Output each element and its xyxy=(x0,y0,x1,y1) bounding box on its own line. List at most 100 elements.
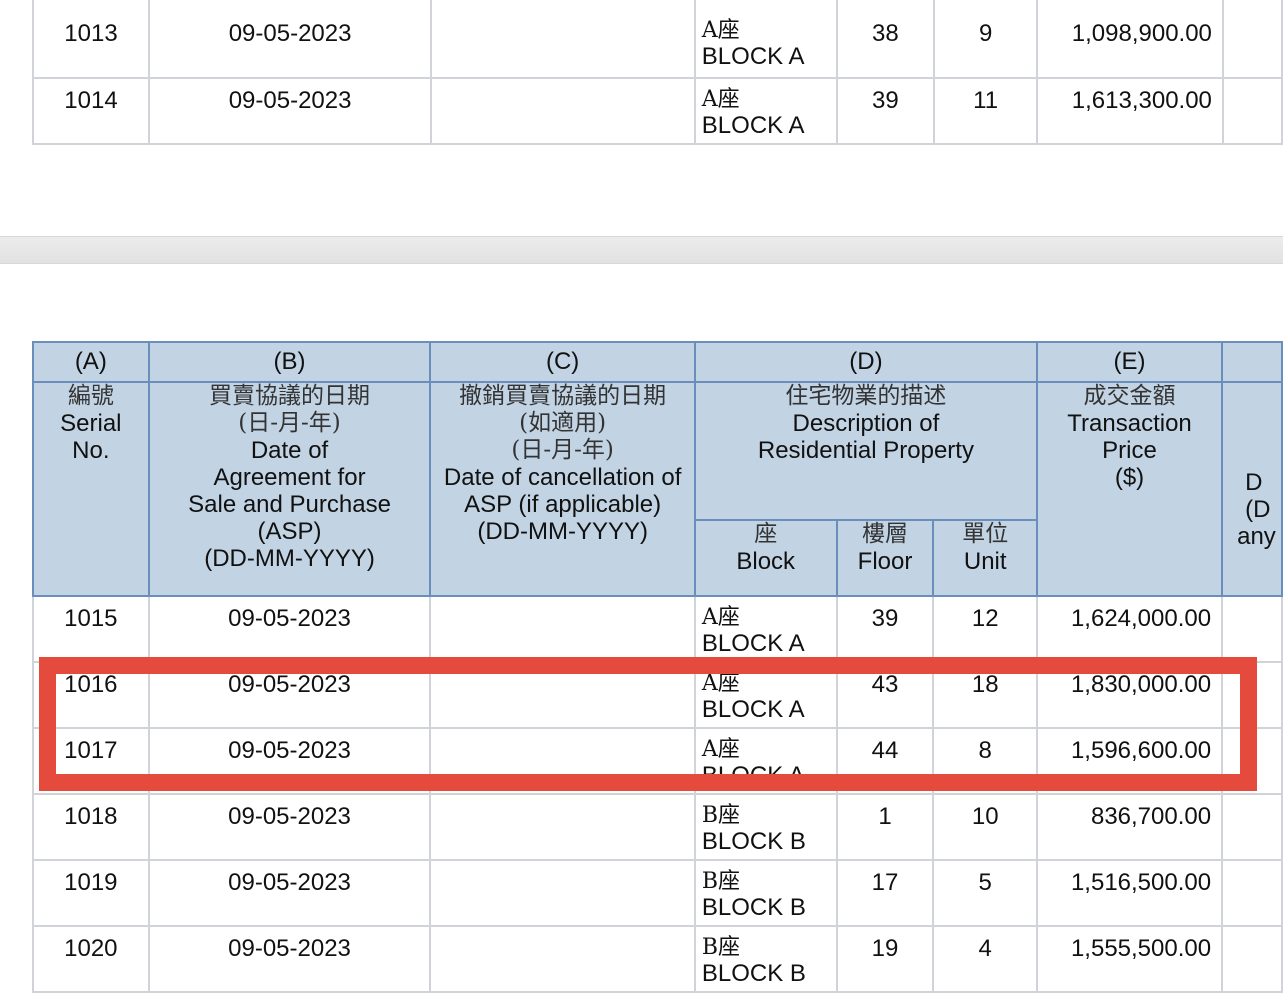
block-cn: A座 xyxy=(701,87,740,112)
col-letter-b: (B) xyxy=(147,341,432,383)
unit-cell: 11 xyxy=(973,87,999,114)
block-en: BLOCK B xyxy=(701,960,806,987)
partial-cell xyxy=(1223,663,1281,671)
floor-cell: 44 xyxy=(871,737,899,764)
header-letter-row: (A) (B) (C) (D) (E) xyxy=(32,341,1283,383)
block-cn: B座 xyxy=(701,935,741,960)
floor-cell: 43 xyxy=(871,671,899,698)
date-cell: 09-05-2023 xyxy=(228,737,351,764)
page-divider xyxy=(0,236,1283,264)
col-letter-d: (D) xyxy=(693,341,1038,383)
col-letter-c: (C) xyxy=(429,341,696,383)
price-cell: 1,596,600.00 xyxy=(1070,737,1212,764)
partial-cell xyxy=(1223,795,1281,803)
serial-cell: 1015 xyxy=(64,605,118,632)
partial-cell xyxy=(1223,729,1281,737)
table-row: 1017 09-05-2023 A座 BLOCK A 44 8 1,596,600… xyxy=(32,727,1283,795)
floor-cell: 38 xyxy=(871,20,899,47)
unit-cell: 8 xyxy=(978,737,992,764)
date-cell: 09-05-2023 xyxy=(228,935,351,962)
cancel-date-cell xyxy=(431,597,693,605)
block-cell: A座 BLOCK A xyxy=(696,0,836,70)
serial-cell: 1018 xyxy=(64,803,118,830)
partial-cell xyxy=(1223,861,1281,869)
block-cn: A座 xyxy=(701,737,740,762)
floor-cell: 19 xyxy=(871,935,899,962)
unit-cell: 12 xyxy=(971,605,999,632)
floor-cell: 39 xyxy=(871,87,899,114)
unit-cell: 4 xyxy=(978,935,992,962)
cancel-date-cell xyxy=(431,663,693,671)
price-cell: 1,613,300.00 xyxy=(1071,87,1212,114)
unit-cell: 10 xyxy=(971,803,999,830)
header-floor: 樓層 Floor xyxy=(835,519,935,597)
block-en: BLOCK A xyxy=(701,630,805,657)
table-row: 1019 09-05-2023 B座 BLOCK B 17 5 1,516,500… xyxy=(32,859,1283,927)
header-description: 住宅物業的描述 Description of Residential Prope… xyxy=(693,381,1038,521)
cancel-date-cell xyxy=(431,795,693,803)
cancel-date-cell xyxy=(432,0,694,20)
table-row: 1014 09-05-2023 A座 BLOCK A 39 11 1,613,30… xyxy=(32,78,1283,145)
date-cell: 09-05-2023 xyxy=(228,605,351,632)
block-en: BLOCK A xyxy=(701,43,805,70)
date-cell: 09-05-2023 xyxy=(228,20,352,47)
serial-cell: 1019 xyxy=(64,869,118,896)
table-row: 1015 09-05-2023 A座 BLOCK A 39 12 1,624,00… xyxy=(32,595,1283,663)
block-en: BLOCK A xyxy=(701,762,805,789)
unit-cell: 18 xyxy=(971,671,999,698)
block-en: BLOCK B xyxy=(701,828,806,855)
block-cell: B座 BLOCK B xyxy=(696,795,836,855)
floor-cell: 39 xyxy=(871,605,899,632)
block-cell: A座 BLOCK A xyxy=(696,597,836,657)
serial-cell: 1017 xyxy=(64,737,118,764)
block-cn: A座 xyxy=(701,671,740,696)
block-cell: A座 BLOCK A xyxy=(696,79,836,139)
header-partial: D (D any xyxy=(1221,381,1283,597)
table-row: 1016 09-05-2023 A座 BLOCK A 43 18 1,830,00… xyxy=(32,661,1283,729)
header-block: 座 Block xyxy=(693,519,838,597)
header-asp-date: 買賣協議的日期 (日-月-年) Date of Agreement for Sa… xyxy=(147,381,432,597)
floor-cell: 1 xyxy=(878,803,892,830)
price-cell: 1,098,900.00 xyxy=(1071,20,1212,47)
block-en: BLOCK A xyxy=(701,112,805,139)
header-unit: 單位 Unit xyxy=(932,519,1038,597)
block-cn: A座 xyxy=(701,605,740,630)
block-cell: B座 BLOCK B xyxy=(696,927,836,987)
date-cell: 09-05-2023 xyxy=(228,803,351,830)
price-cell: 1,830,000.00 xyxy=(1070,671,1212,698)
serial-cell: 1020 xyxy=(64,935,118,962)
table-row: 1013 09-05-2023 A座 BLOCK A 38 9 1,098,900… xyxy=(32,0,1283,79)
block-cell: A座 BLOCK A xyxy=(696,663,836,723)
cancel-date-cell xyxy=(431,927,693,935)
serial-cell: 1016 xyxy=(64,671,118,698)
price-cell: 1,624,000.00 xyxy=(1070,605,1212,632)
block-cn: B座 xyxy=(701,869,741,894)
unit-cell: 5 xyxy=(978,869,992,896)
cancel-date-cell xyxy=(431,729,693,737)
block-cell: B座 BLOCK B xyxy=(696,861,836,921)
price-cell: 1,516,500.00 xyxy=(1070,869,1212,896)
header-cancel-date: 撤銷買賣協議的日期 (如適用) (日-月-年) Date of cancella… xyxy=(429,381,696,597)
block-cn: A座 xyxy=(701,18,740,43)
partial-cell xyxy=(1224,79,1281,87)
cancel-date-cell xyxy=(431,861,693,869)
price-cell: 1,555,500.00 xyxy=(1070,935,1212,962)
date-cell: 09-05-2023 xyxy=(228,671,351,698)
block-cn: B座 xyxy=(701,803,741,828)
col-letter-e: (E) xyxy=(1035,341,1224,383)
col-letter-partial xyxy=(1221,341,1283,383)
header-text-row: 編號 Serial No. 買賣協議的日期 (日-月-年) Date of Ag… xyxy=(32,381,1283,597)
transaction-table: (A) (B) (C) (D) (E) 編號 Serial No. 買賣協議的日… xyxy=(32,341,1283,993)
floor-cell: 17 xyxy=(871,869,899,896)
block-en: BLOCK B xyxy=(701,894,806,921)
header-price: 成交金額 Transaction Price ($) xyxy=(1035,381,1224,597)
unit-cell: 9 xyxy=(978,20,993,47)
serial-cell: 1013 xyxy=(64,20,118,47)
header-serial: 編號 Serial No. xyxy=(32,381,150,597)
block-en: BLOCK A xyxy=(701,696,805,723)
table-row: 1020 09-05-2023 B座 BLOCK B 19 4 1,555,500… xyxy=(32,925,1283,993)
date-cell: 09-05-2023 xyxy=(228,869,351,896)
price-cell: 836,700.00 xyxy=(1090,803,1212,830)
block-cell: A座 BLOCK A xyxy=(696,729,836,789)
serial-cell: 1014 xyxy=(64,87,118,114)
